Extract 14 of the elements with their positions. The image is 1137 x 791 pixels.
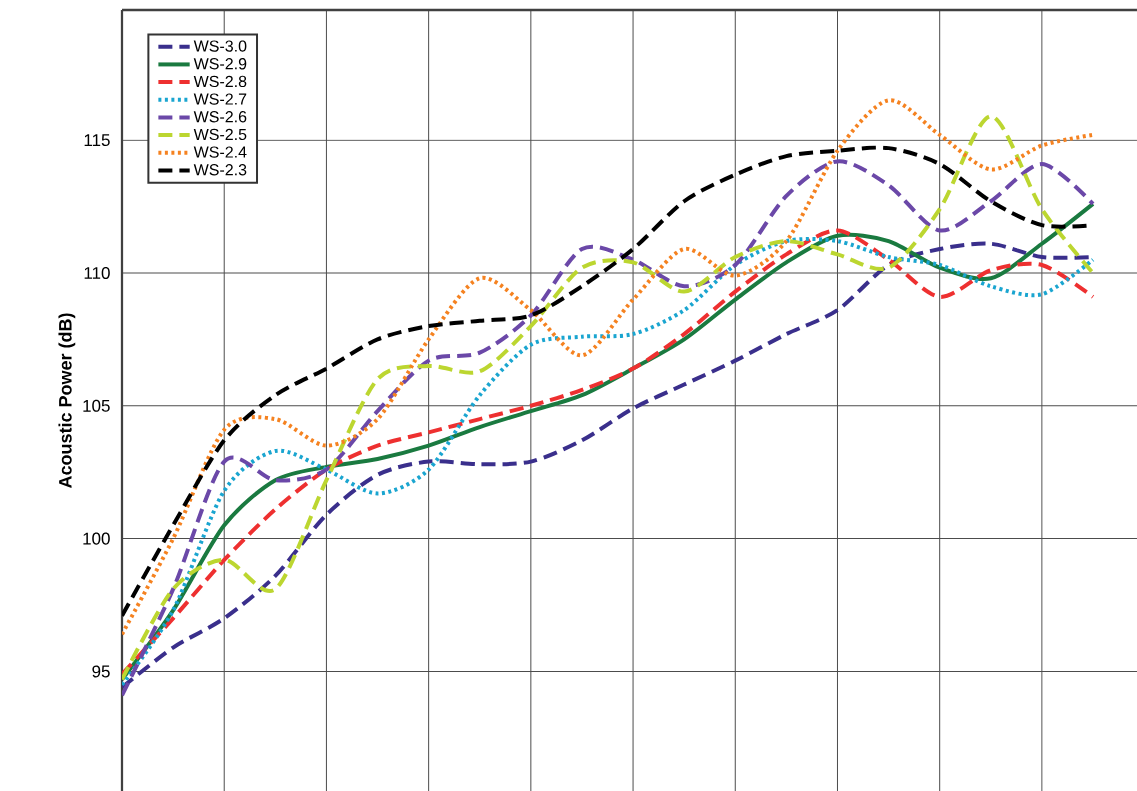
y-axis-title: Acoustic Power (dB) [58,313,76,489]
legend-label: WS-2.5 [193,128,247,141]
legend-label: WS-2.8 [193,75,247,88]
legend-label: WS-2.7 [193,93,247,105]
y-tick-label: 115 [84,134,110,147]
y-tick-label: 105 [83,399,110,412]
legend-label: WS-2.9 [193,58,247,70]
y-tick-label: 110 [84,266,110,279]
legend-label: WS-2.3 [193,164,247,176]
legend-label: WS-3.0 [193,40,247,52]
legend-label: WS-2.4 [193,146,247,158]
y-tick-label: 100 [83,532,110,545]
y-tick-label: 95 [92,665,110,678]
legend-label: WS-2.6 [193,111,247,123]
